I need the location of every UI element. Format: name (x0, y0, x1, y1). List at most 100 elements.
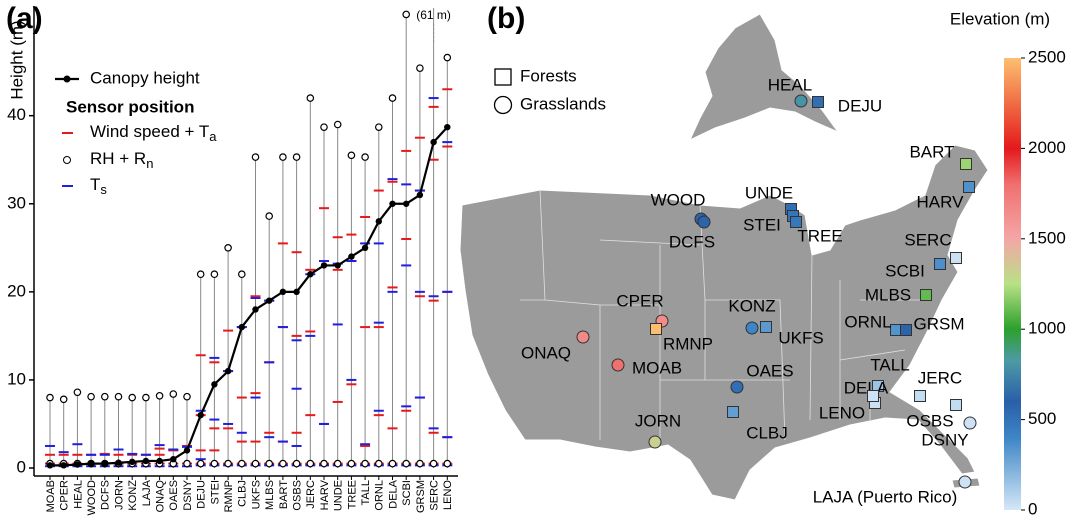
sensor-mark (279, 459, 287, 468)
sensor-mark (388, 94, 397, 102)
canopy-point (224, 367, 232, 375)
site-label: DELA (844, 378, 889, 397)
sensor-mark (320, 459, 328, 468)
site-label: JERC (918, 368, 962, 387)
x-tick-label: DSNY (182, 479, 194, 510)
x-tick-label: TREE (346, 480, 358, 509)
site-label: ORNL (844, 312, 891, 331)
x-tick-label: JERC (305, 480, 317, 509)
site-marker (611, 358, 625, 372)
site-marker (958, 475, 972, 489)
y-tick-label: 40 (7, 105, 26, 124)
sensor-mark (251, 459, 260, 468)
x-tick-label: UNDE (333, 480, 345, 511)
canopy-point (307, 271, 314, 278)
sensor-mark (292, 153, 301, 161)
site-marker (934, 258, 946, 270)
canopy-point (170, 455, 177, 463)
site-label: WOOD (651, 190, 706, 209)
site-label: DSNY (921, 430, 968, 449)
canopy-point (361, 244, 369, 252)
x-tick-label: LENO (442, 480, 454, 510)
sensor-mark (429, 459, 438, 468)
x-tick-label: UKFS (250, 480, 262, 509)
canopy-point (389, 200, 396, 207)
sensor-mark (238, 270, 246, 279)
site-marker (745, 321, 759, 335)
canopy-point (197, 411, 204, 419)
legend-swatch (494, 68, 512, 86)
x-tick-label: BART (278, 480, 290, 509)
site-marker (950, 252, 962, 264)
sensor-mark (265, 212, 274, 220)
sensor-mark (46, 393, 54, 402)
x-tick-label: SERC (429, 480, 441, 511)
site-marker (648, 435, 662, 449)
canopy-point (252, 306, 259, 313)
site-label: HEAL (768, 75, 812, 94)
site-label: HARV (917, 192, 965, 211)
sensor-mark (210, 459, 219, 468)
sensor-mark (183, 392, 191, 401)
canopy-point (375, 218, 382, 225)
x-tick-label: LAJA (141, 479, 153, 506)
canopy-point (444, 123, 451, 131)
sensor-mark (402, 459, 411, 468)
sensor-mark (443, 53, 452, 62)
site-marker (760, 321, 772, 333)
x-tick-label: CPER (59, 480, 71, 511)
colorbar-title: Elevation (m) (950, 9, 1050, 28)
sensor-mark (210, 270, 219, 279)
x-tick-label: WOOD (86, 480, 98, 515)
legend-title: Sensor position (66, 97, 194, 116)
colorbar (1004, 58, 1021, 510)
site-marker (727, 406, 739, 418)
sensor-mark (374, 123, 383, 131)
canopy-point (183, 447, 191, 454)
sensor-mark (361, 153, 369, 161)
legend-label: Grasslands (520, 94, 606, 113)
sensor-mark (347, 151, 356, 160)
site-label: BART (909, 142, 954, 161)
legend-label: Canopy height (90, 68, 200, 87)
canopy-point (334, 262, 341, 269)
site-marker (963, 181, 975, 193)
canopy-point (211, 381, 218, 388)
legend-swatch (63, 75, 71, 83)
site-marker (812, 96, 824, 108)
sensor-mark (196, 270, 205, 279)
sensor-mark (374, 459, 383, 468)
legend-swatch (493, 95, 513, 115)
x-tick-label: JORN (113, 480, 125, 510)
y-tick-label: 10 (7, 369, 26, 388)
sensor-mark (128, 393, 137, 402)
legend-label: Wind speed + Ta (90, 122, 217, 144)
x-tick-label: OAES (168, 480, 180, 511)
legend-label: Ts (90, 175, 107, 197)
sensor-mark (142, 393, 150, 402)
site-label: GRSM (914, 314, 965, 333)
site-marker (730, 380, 744, 394)
site-marker (914, 390, 926, 402)
canopy-line (50, 126, 449, 467)
canopy-point (430, 138, 437, 146)
colorbar-tick-label: 1000 (1028, 319, 1066, 338)
sensor-mark (333, 459, 342, 468)
x-tick-label: ONAQ (155, 480, 167, 513)
sensor-mark (416, 64, 424, 72)
sensor-mark (196, 459, 205, 468)
x-tick-label: DELA (387, 479, 399, 508)
sensor-mark (224, 244, 232, 252)
site-label: JORN (635, 411, 681, 430)
panel-label: (a) (6, 2, 43, 35)
canopy-point (416, 191, 424, 199)
y-axis-title: Height (m) (7, 20, 26, 99)
canopy-point (60, 462, 67, 469)
canopy-point (320, 262, 328, 269)
sensor-mark (101, 392, 109, 401)
site-label: CLBJ (746, 423, 788, 442)
colorbar-tick-label: 0 (1028, 499, 1037, 518)
x-tick-label: OSBS (292, 480, 304, 511)
sensor-mark (320, 123, 328, 131)
sensor-mark (73, 388, 82, 397)
